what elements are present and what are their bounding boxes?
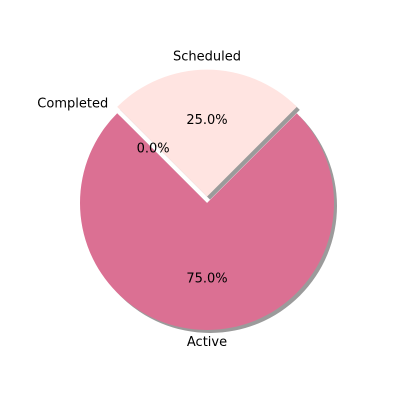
pie-pct-completed: 0.0%	[137, 142, 170, 157]
label-layer: Active 75.0% Scheduled 25.0% Completed 0.0%	[37, 49, 241, 350]
pie-label-active: Active	[187, 335, 227, 350]
pie-pct-scheduled: 25.0%	[186, 113, 227, 128]
pie-label-scheduled: Scheduled	[173, 49, 241, 64]
pie-slice-scheduled	[117, 69, 297, 197]
pie-label-completed: Completed	[37, 97, 108, 112]
pie-slice-active	[80, 113, 334, 330]
pie-pct-active: 75.0%	[186, 272, 227, 287]
slice-layer	[80, 69, 334, 330]
